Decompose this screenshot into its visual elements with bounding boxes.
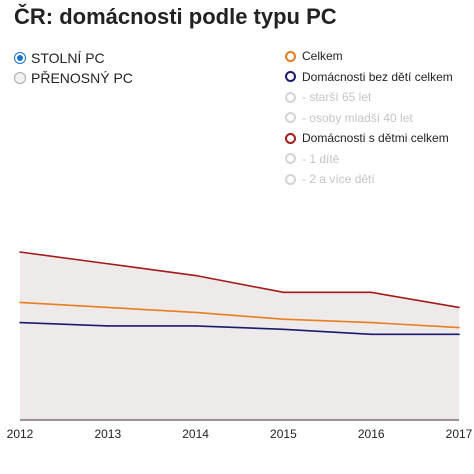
radio-label-prenosny-pc: PŘENOSNÝ PC (31, 70, 133, 86)
chart-legend: Celkem Domácnosti bez dětí celkem - star… (285, 46, 453, 190)
legend-item-2-a-vice-deti[interactable]: - 2 a více dětí (285, 169, 453, 190)
x-tick-label-2016: 2016 (358, 427, 385, 441)
chart-title: ČR: domácnosti podle typu PC (14, 4, 337, 29)
data-point-celkem-2015 (282, 318, 285, 321)
legend-marker-starsi-65 (285, 91, 296, 103)
data-point-celkem-2017 (458, 326, 460, 329)
x-tick-label-2013: 2013 (94, 427, 121, 441)
device-type-radio-group: STOLNÍ PC PŘENOSNÝ PC (14, 48, 133, 88)
legend-item-celkem[interactable]: Celkem (285, 46, 453, 67)
radio-label-stolni-pc: STOLNÍ PC (31, 50, 105, 66)
legend-item-1-dite[interactable]: - 1 dítě (285, 149, 453, 170)
legend-label-bez-deti: Domácnosti bez dětí celkem (302, 69, 453, 84)
legend-label-1-dite: - 1 dítě (302, 151, 340, 166)
data-point-celkem-2013 (107, 306, 109, 309)
series-line-celkem (19, 301, 460, 329)
x-tick-label-2014: 2014 (182, 427, 209, 441)
x-tick-label-2012: 2012 (7, 427, 34, 441)
data-point-domacnosti-s-detmi-celkem-2017 (458, 306, 460, 309)
data-point-domacnosti-s-detmi-celkem-2014 (194, 274, 197, 277)
legend-item-starsi-65[interactable]: - starší 65 let (285, 87, 453, 108)
series-line-domacnosti-s-detmi-celkem (19, 251, 460, 309)
data-point-domacnosti-s-detmi-celkem-2012 (19, 251, 21, 253)
data-point-domacnosti-bez-deti-celkem-2017 (458, 333, 460, 336)
data-point-domacnosti-bez-deti-celkem-2012 (19, 321, 21, 324)
data-point-domacnosti-s-detmi-celkem-2016 (370, 291, 373, 294)
x-tick-label-2017: 2017 (446, 427, 473, 441)
legend-item-bez-deti[interactable]: Domácnosti bez dětí celkem (285, 67, 453, 88)
legend-marker-1-dite (285, 153, 296, 165)
legend-marker-s-detmi (285, 132, 296, 144)
radio-button-stolni-pc[interactable] (14, 52, 26, 64)
legend-marker-bez-deti (285, 71, 296, 83)
data-point-domacnosti-bez-deti-celkem-2016 (370, 333, 373, 336)
series-line-domacnosti-bez-deti-celkem (19, 321, 459, 336)
x-tick-label-2015: 2015 (270, 427, 297, 441)
radio-button-prenosny-pc[interactable] (14, 72, 26, 84)
data-point-domacnosti-bez-deti-celkem-2013 (107, 325, 109, 327)
data-point-domacnosti-s-detmi-celkem-2015 (282, 291, 285, 294)
legend-label-s-detmi: Domácnosti s dětmi celkem (302, 131, 449, 146)
legend-label-celkem: Celkem (302, 49, 343, 64)
data-point-domacnosti-bez-deti-celkem-2015 (282, 328, 285, 331)
chart-area-fill (20, 252, 459, 420)
legend-item-s-detmi[interactable]: Domácnosti s dětmi celkem (285, 128, 453, 149)
radio-option-prenosny-pc[interactable]: PŘENOSNÝ PC (14, 68, 133, 88)
legend-label-2-a-vice-deti: - 2 a více dětí (302, 172, 375, 187)
legend-label-mladsi-40: - osoby mladší 40 let (302, 110, 413, 125)
legend-item-mladsi-40[interactable]: - osoby mladší 40 let (285, 108, 453, 129)
data-point-celkem-2016 (370, 321, 373, 324)
data-point-domacnosti-bez-deti-celkem-2014 (194, 325, 197, 327)
radio-option-stolni-pc[interactable]: STOLNÍ PC (14, 48, 133, 68)
data-point-celkem-2014 (194, 311, 197, 314)
legend-marker-mladsi-40 (285, 112, 296, 124)
data-point-domacnosti-s-detmi-celkem-2013 (107, 262, 109, 265)
legend-marker-celkem (285, 50, 296, 62)
legend-marker-2-a-vice-deti (285, 173, 296, 185)
data-point-celkem-2012 (19, 301, 21, 304)
legend-label-starsi-65: - starší 65 let (302, 90, 372, 105)
